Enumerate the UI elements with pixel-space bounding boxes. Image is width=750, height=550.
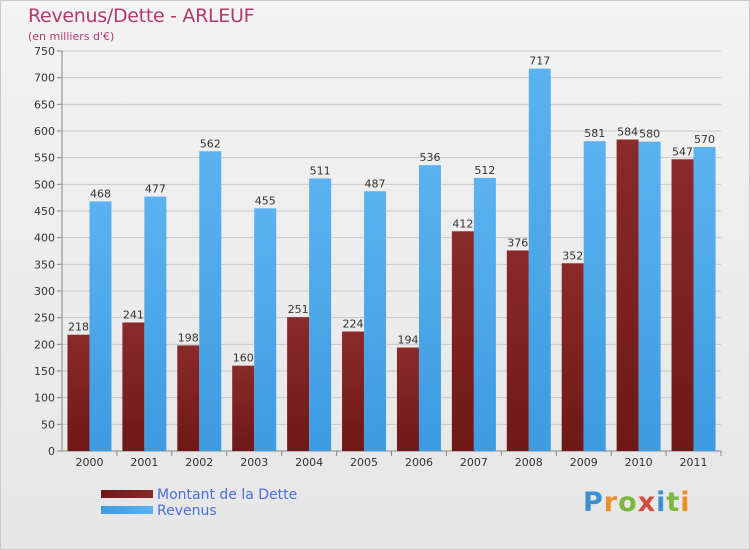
data-label-debt: 198 xyxy=(178,331,199,344)
x-tick-label: 2002 xyxy=(185,456,213,469)
data-label-revenue: 717 xyxy=(529,55,550,68)
bar-debt xyxy=(616,139,639,452)
data-label-debt: 584 xyxy=(617,126,638,139)
x-tick-label: 2004 xyxy=(295,456,323,469)
data-label-revenue: 487 xyxy=(365,177,386,190)
bar-debt xyxy=(451,231,474,451)
bar-debt xyxy=(177,345,200,451)
data-label-debt: 547 xyxy=(672,145,693,158)
y-tick-label: 700 xyxy=(34,72,55,85)
y-tick-label: 250 xyxy=(34,312,55,325)
y-tick-label: 500 xyxy=(34,178,55,191)
bar-revenue xyxy=(89,201,112,451)
y-tick-label: 450 xyxy=(34,205,55,218)
bar-revenue xyxy=(254,208,277,451)
x-tick-label: 2003 xyxy=(240,456,268,469)
proxiti-logo: Proxiti xyxy=(583,487,691,518)
x-tick-label: 2009 xyxy=(570,456,598,469)
y-tick-label: 150 xyxy=(34,365,55,378)
data-label-revenue: 570 xyxy=(694,133,715,146)
legend-label-debt: Montant de la Dette xyxy=(157,487,298,503)
x-tick-label: 2000 xyxy=(75,456,103,469)
data-label-debt: 160 xyxy=(233,352,254,365)
y-tick-label: 50 xyxy=(41,418,55,431)
y-tick-label: 0 xyxy=(48,445,55,458)
bar-debt xyxy=(396,347,419,451)
data-label-revenue: 477 xyxy=(145,183,166,196)
unit-label: (en milliers d'€) xyxy=(28,30,115,43)
x-tick-label: 2001 xyxy=(130,456,158,469)
data-label-debt: 224 xyxy=(343,318,364,331)
data-label-revenue: 512 xyxy=(474,164,495,177)
legend-swatch-debt xyxy=(101,490,153,498)
x-tick-label: 2008 xyxy=(515,456,543,469)
data-label-revenue: 562 xyxy=(200,137,221,150)
bar-debt xyxy=(342,331,365,451)
bar-revenue xyxy=(638,141,661,451)
y-tick-label: 200 xyxy=(34,338,55,351)
x-tick-label: 2006 xyxy=(405,456,433,469)
bar-revenue xyxy=(364,191,387,451)
bar-revenue xyxy=(693,147,716,451)
data-label-revenue: 511 xyxy=(310,164,331,177)
data-label-debt: 376 xyxy=(507,236,528,249)
data-label-debt: 194 xyxy=(397,334,418,347)
data-label-debt: 218 xyxy=(68,321,89,334)
legend-swatch-revenue xyxy=(101,506,153,514)
bar-debt xyxy=(671,159,694,451)
data-label-revenue: 468 xyxy=(90,187,111,200)
data-label-revenue: 581 xyxy=(584,127,605,140)
bar-debt xyxy=(67,334,90,451)
bar-debt xyxy=(122,322,145,451)
data-label-debt: 251 xyxy=(288,303,309,316)
y-tick-label: 300 xyxy=(34,285,55,298)
x-tick-label: 2005 xyxy=(350,456,378,469)
y-tick-label: 550 xyxy=(34,152,55,165)
y-tick-label: 400 xyxy=(34,232,55,245)
bar-revenue xyxy=(199,151,222,451)
x-tick-label: 2011 xyxy=(680,456,708,469)
data-label-revenue: 580 xyxy=(639,128,660,141)
x-tick-label: 2007 xyxy=(460,456,488,469)
data-label-debt: 241 xyxy=(123,308,144,321)
bar-revenue xyxy=(144,196,167,451)
bar-debt xyxy=(232,365,255,451)
data-label-debt: 352 xyxy=(562,249,583,262)
data-label-revenue: 455 xyxy=(255,194,276,207)
x-tick-label: 2010 xyxy=(625,456,653,469)
y-tick-label: 100 xyxy=(34,392,55,405)
y-tick-label: 350 xyxy=(34,258,55,271)
y-tick-label: 650 xyxy=(34,98,55,111)
bar-revenue xyxy=(583,141,606,451)
bar-revenue xyxy=(473,177,496,451)
bar-debt xyxy=(287,317,310,451)
chart-title: Revenus/Dette - ARLEUF xyxy=(28,5,255,27)
data-label-debt: 412 xyxy=(452,217,473,230)
y-tick-label: 750 xyxy=(34,45,55,58)
legend-label-revenue: Revenus xyxy=(157,503,217,519)
bar-revenue xyxy=(528,68,551,451)
bar-revenue xyxy=(418,165,441,451)
data-label-revenue: 536 xyxy=(419,151,440,164)
bar-revenue xyxy=(309,178,332,451)
bar-debt xyxy=(506,250,529,451)
y-tick-label: 600 xyxy=(34,125,55,138)
bar-debt xyxy=(561,263,584,451)
